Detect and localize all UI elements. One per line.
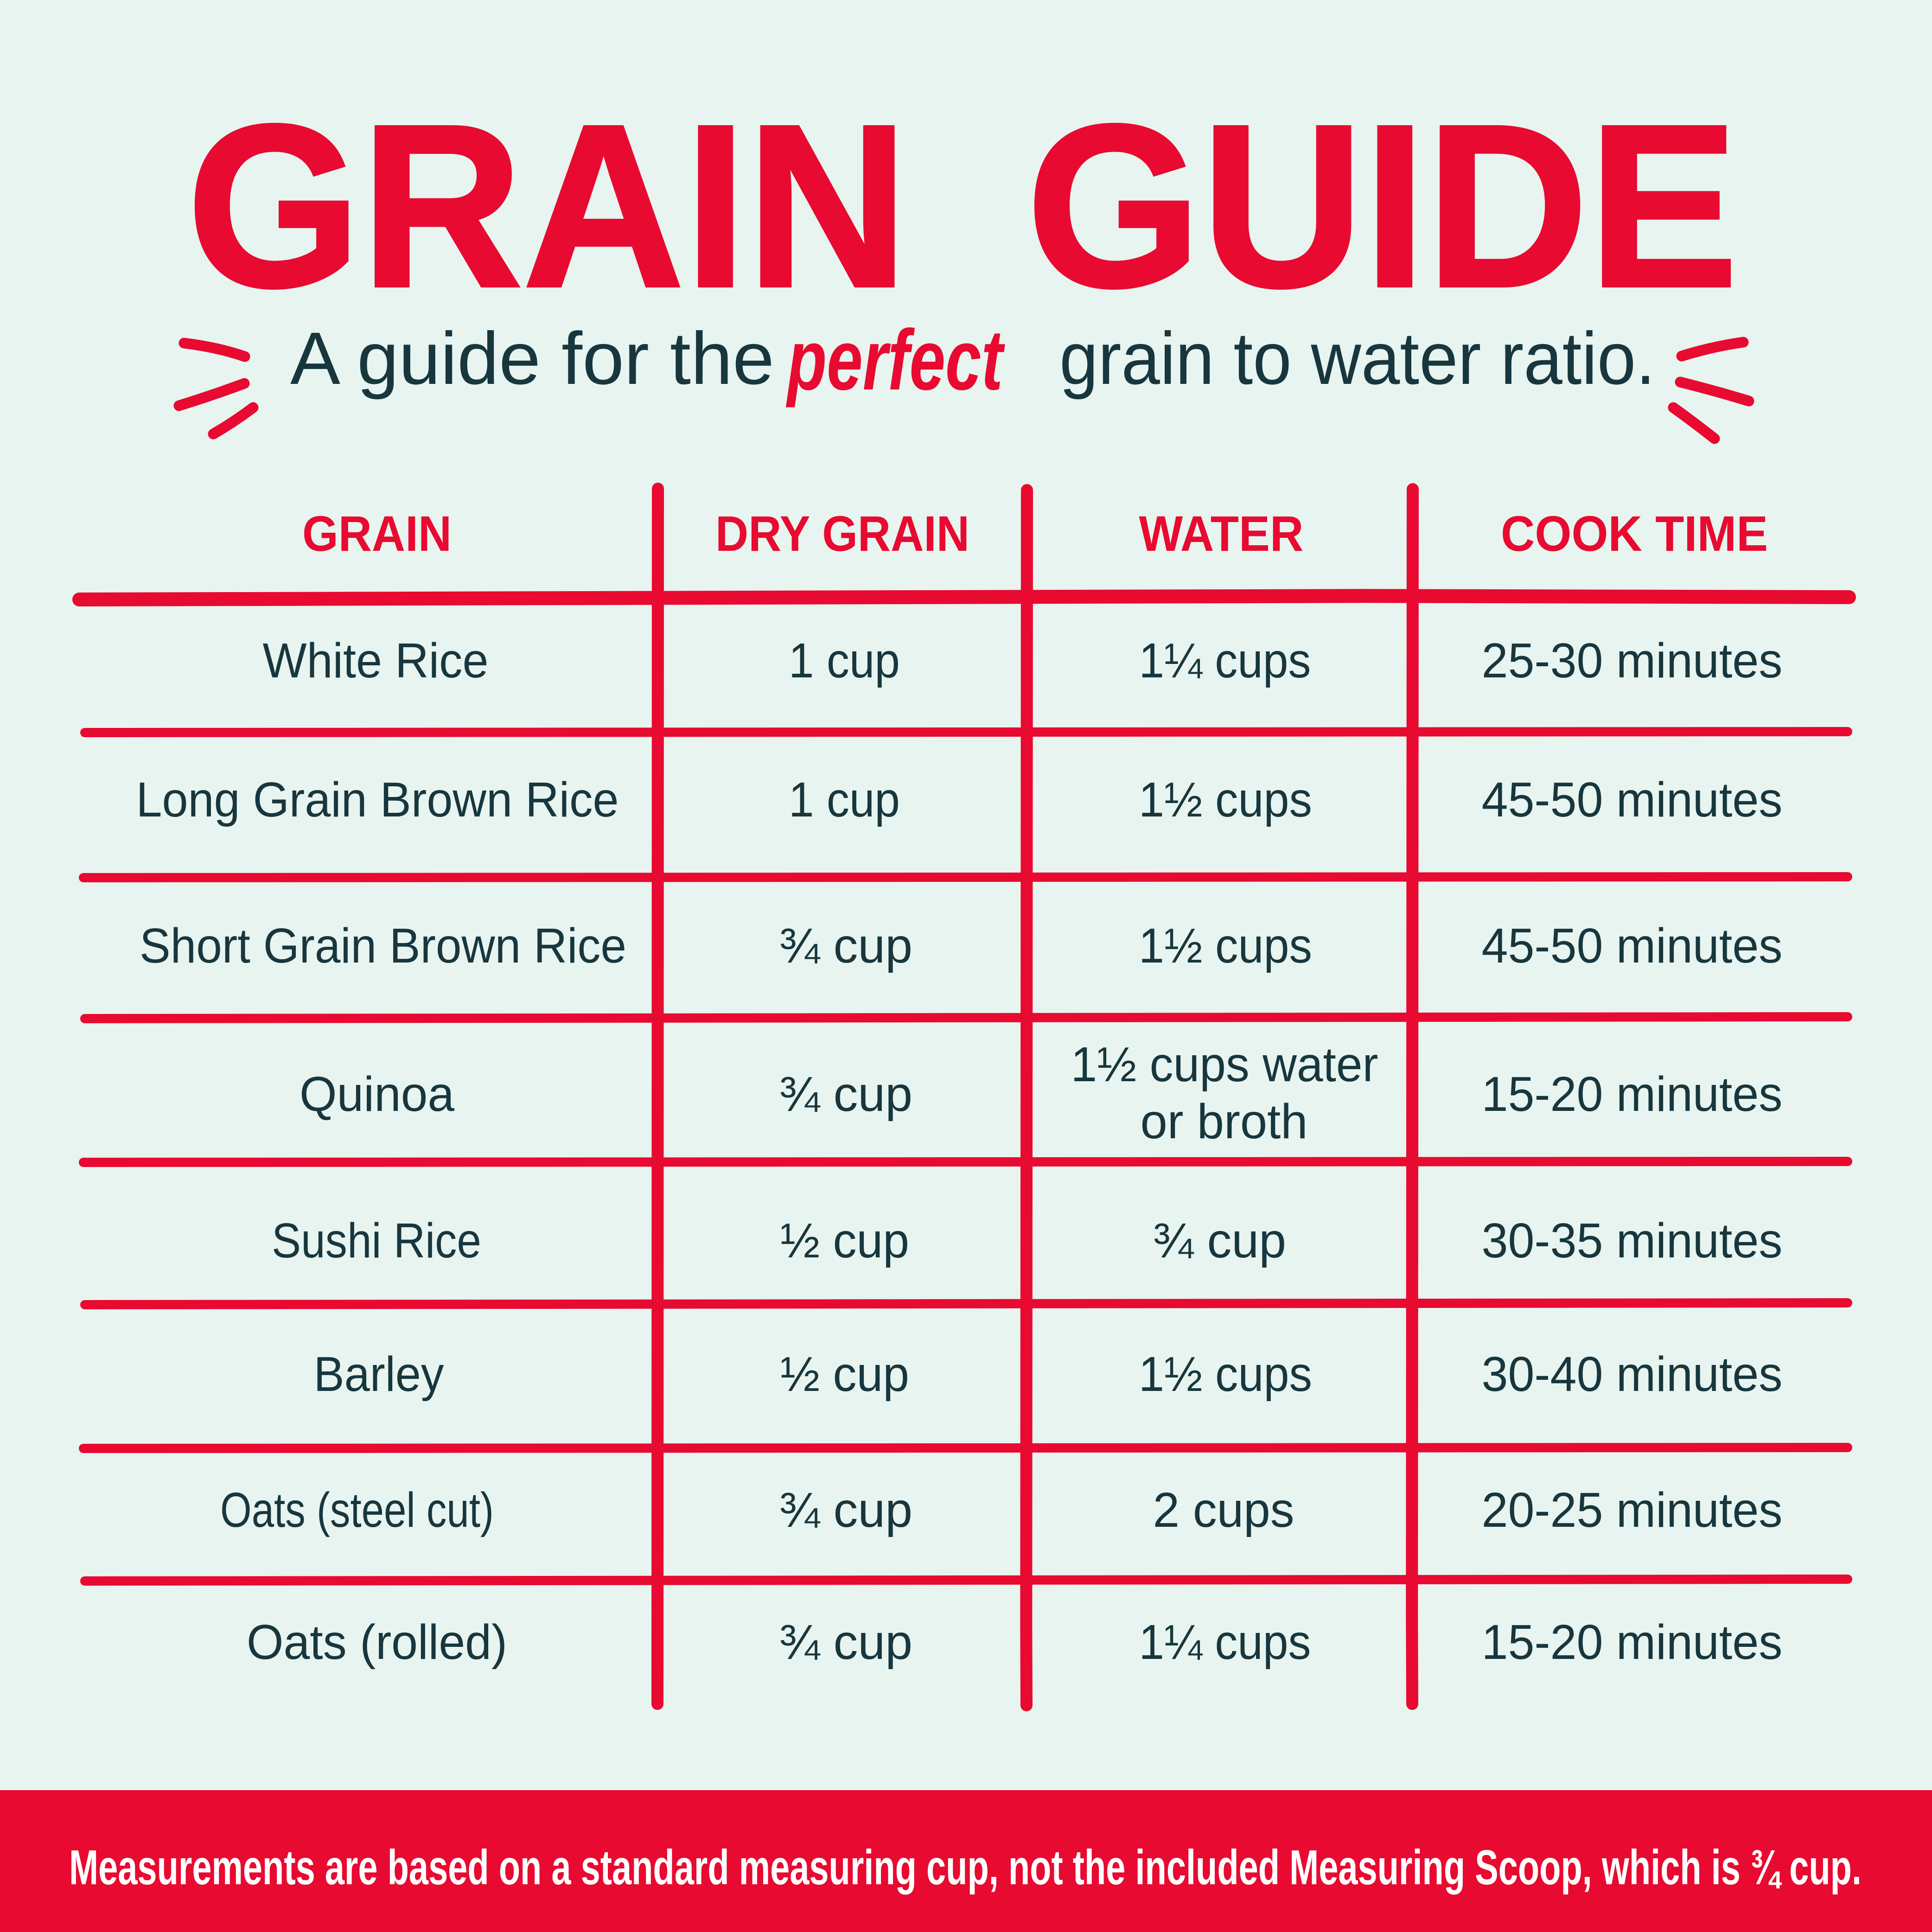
svg-text:1½ cups: 1½ cups: [1139, 772, 1312, 827]
svg-text:Oats (rolled): Oats (rolled): [247, 1615, 507, 1670]
svg-text:2 cups: 2 cups: [1153, 1483, 1294, 1537]
svg-text:1¼ cups: 1¼ cups: [1139, 633, 1311, 688]
svg-text:20-25 minutes: 20-25 minutes: [1482, 1483, 1783, 1537]
svg-text:Long Grain Brown Rice: Long Grain Brown Rice: [136, 772, 619, 827]
svg-text:1½ cups water: 1½ cups water: [1071, 1037, 1378, 1092]
svg-text:Barley: Barley: [314, 1347, 444, 1402]
svg-text:Measurements are based on a st: Measurements are based on a standard mea…: [69, 1840, 1862, 1895]
svg-text:or broth: or broth: [1141, 1094, 1308, 1149]
svg-text:grain to water ratio.: grain to water ratio.: [1059, 317, 1655, 400]
svg-text:GUIDE: GUIDE: [1027, 76, 1738, 335]
svg-text:25-30 minutes: 25-30 minutes: [1482, 633, 1783, 688]
svg-text:½ cup: ½ cup: [780, 1213, 909, 1268]
svg-text:15-20 minutes: 15-20 minutes: [1482, 1615, 1783, 1670]
svg-text:45-50 minutes: 45-50 minutes: [1482, 772, 1783, 827]
svg-text:30-40 minutes: 30-40 minutes: [1482, 1347, 1783, 1402]
svg-text:Quinoa: Quinoa: [300, 1067, 454, 1122]
svg-text:perfect: perfect: [785, 312, 1005, 408]
svg-text:1½ cups: 1½ cups: [1139, 1347, 1312, 1402]
svg-text:¾ cup: ¾ cup: [779, 1483, 912, 1537]
svg-text:1¼ cups: 1¼ cups: [1139, 1615, 1311, 1670]
svg-text:GRAIN: GRAIN: [187, 76, 908, 335]
svg-text:White Rice: White Rice: [263, 633, 489, 688]
svg-text:1 cup: 1 cup: [789, 772, 900, 827]
svg-text:1 cup: 1 cup: [789, 633, 900, 688]
svg-text:DRY GRAIN: DRY GRAIN: [715, 505, 969, 561]
svg-text:1½ cups: 1½ cups: [1139, 918, 1312, 973]
svg-text:GRAIN: GRAIN: [302, 505, 452, 561]
svg-text:30-35 minutes: 30-35 minutes: [1482, 1213, 1783, 1268]
svg-text:WATER: WATER: [1139, 505, 1304, 561]
svg-text:15-20 minutes: 15-20 minutes: [1482, 1067, 1783, 1122]
svg-text:¾ cup: ¾ cup: [779, 918, 912, 973]
svg-text:Short Grain Brown Rice: Short Grain Brown Rice: [140, 918, 626, 973]
svg-text:COOK TIME: COOK TIME: [1501, 505, 1768, 561]
svg-text:Sushi Rice: Sushi Rice: [272, 1213, 481, 1268]
svg-text:A guide for the: A guide for the: [290, 317, 774, 400]
svg-text:½ cup: ½ cup: [780, 1347, 909, 1402]
svg-text:¾ cup: ¾ cup: [779, 1067, 912, 1122]
svg-text:¾ cup: ¾ cup: [779, 1615, 912, 1670]
svg-text:Oats (steel cut): Oats (steel cut): [220, 1483, 494, 1537]
svg-text:¾ cup: ¾ cup: [1153, 1213, 1286, 1268]
svg-text:45-50 minutes: 45-50 minutes: [1482, 918, 1783, 973]
